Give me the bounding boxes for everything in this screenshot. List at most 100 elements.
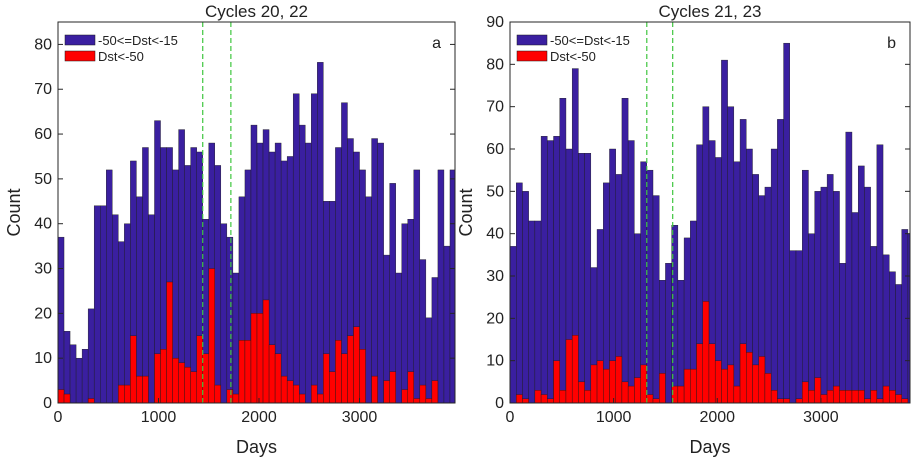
bar-intense-53	[839, 390, 846, 404]
legend-swatch-moderate	[516, 34, 548, 46]
bar-moderate-39	[292, 93, 300, 404]
x-tick-label-3: 3000	[342, 409, 378, 426]
bar-intense-48	[808, 390, 815, 404]
bar-intense-8	[559, 390, 567, 404]
bar-intense-55	[389, 371, 396, 404]
bar-moderate-6	[547, 140, 554, 404]
bar-intense-40	[299, 393, 306, 404]
bar-intense-33	[256, 313, 264, 404]
plot-frame	[57, 21, 456, 404]
bar-moderate-44	[783, 42, 790, 404]
bar-intense-23	[652, 398, 660, 404]
bar-intense-50	[820, 394, 828, 404]
bar-intense-28	[683, 368, 691, 404]
bar-intense-49	[353, 326, 360, 404]
bar-intense-36	[733, 385, 741, 404]
chart-panel-b: 0 1000 2000 3000 0 10 20 30 40 50 60 70 80 90 Cycles 2…	[456, 2, 911, 457]
bar-moderate-42	[311, 93, 318, 404]
bar-intense-30	[238, 340, 246, 404]
bar-intense-28	[226, 389, 234, 404]
bar-moderate-56	[857, 165, 865, 404]
y-tick-label-5: 50	[486, 183, 504, 200]
bar-series-moderate	[57, 62, 456, 404]
bar-intense-44	[323, 353, 330, 404]
bar-intense-29	[690, 368, 697, 404]
bar-moderate-23	[652, 195, 660, 404]
bar-intense-16	[154, 353, 161, 404]
y-tick-label-4: 40	[486, 226, 504, 243]
bar-moderate-56	[395, 272, 402, 404]
chart-panel-a: 0 1000 2000 3000 0 10 20 30 40 50 60 70 80 Cycles 20,…	[4, 2, 456, 457]
bar-intense-54	[845, 390, 853, 404]
bar-intense-45	[329, 371, 336, 404]
bar-intense-38	[746, 352, 753, 404]
bar-intense-40	[758, 356, 766, 404]
bar-moderate-55	[851, 212, 859, 404]
bar-intense-18	[166, 281, 173, 404]
bar-moderate-27	[677, 280, 685, 404]
legend-label-intense: Dst<-50	[550, 49, 596, 64]
bar-intense-31	[244, 340, 252, 404]
x-tick-label-3: 3000	[803, 409, 839, 426]
bar-series-intense	[57, 268, 439, 404]
bar-intense-20	[178, 362, 185, 404]
x-tick-label-1: 1000	[596, 409, 632, 426]
bar-intense-2	[522, 398, 529, 404]
legend-swatch-moderate	[64, 34, 96, 46]
bar-intense-14	[142, 375, 149, 404]
bar-moderate-54	[845, 131, 853, 404]
bar-moderate-52	[833, 191, 840, 404]
bar-moderate-61	[889, 271, 896, 404]
bar-series-intense	[516, 301, 909, 404]
y-tick-label-8: 80	[34, 36, 52, 53]
bar-intense-11	[578, 381, 585, 404]
bar-intense-24	[202, 353, 209, 404]
bar-moderate-15	[148, 214, 155, 404]
plot-frame	[509, 21, 911, 404]
bar-intense-22	[190, 371, 197, 404]
y-axis-label: Count	[456, 188, 476, 236]
bar-moderate-6	[93, 205, 101, 404]
bar-intense-25	[208, 268, 215, 404]
bar-moderate-43	[317, 62, 324, 404]
bar-intense-31	[702, 301, 710, 404]
bar-intense-35	[727, 364, 735, 404]
bar-moderate-9	[112, 214, 119, 404]
bar-intense-32	[708, 343, 716, 404]
bar-intense-18	[621, 381, 629, 404]
bar-intense-34	[262, 299, 270, 404]
bar-intense-49	[814, 377, 822, 404]
bar-moderate-2	[69, 344, 77, 404]
bar-moderate-1	[63, 331, 71, 404]
bar-moderate-41	[305, 142, 312, 404]
y-tick-label-7: 70	[486, 99, 504, 116]
bar-moderate-43	[777, 119, 784, 404]
bar-moderate-20	[178, 129, 185, 404]
bar-intense-63	[901, 398, 909, 404]
panel-letter: b	[887, 35, 896, 52]
chart-title: Cycles 20, 22	[205, 2, 308, 21]
bar-moderate-2	[522, 191, 529, 404]
bar-moderate-47	[802, 169, 809, 404]
bar-intense-39	[752, 364, 759, 404]
bar-intense-30	[696, 343, 703, 404]
bar-intense-0	[57, 389, 65, 404]
bar-intense-36	[274, 353, 282, 404]
bar-intense-1	[63, 393, 71, 404]
bar-moderate-50	[820, 186, 828, 404]
bar-moderate-8	[106, 169, 113, 404]
legend-swatch-intense	[516, 50, 548, 62]
bar-intense-47	[802, 381, 809, 404]
x-tick-label-0: 0	[506, 409, 515, 426]
bar-moderate-62	[895, 284, 902, 404]
legend-label-moderate: -50<=Dst<-15	[98, 33, 178, 48]
bar-moderate-58	[870, 246, 878, 404]
y-tick-label-1: 10	[486, 353, 504, 370]
bar-moderate-1	[516, 182, 523, 404]
bar-intense-57	[864, 398, 871, 404]
bar-intense-46	[335, 340, 342, 404]
bar-moderate-22	[646, 169, 654, 404]
bar-moderate-12	[584, 153, 592, 404]
